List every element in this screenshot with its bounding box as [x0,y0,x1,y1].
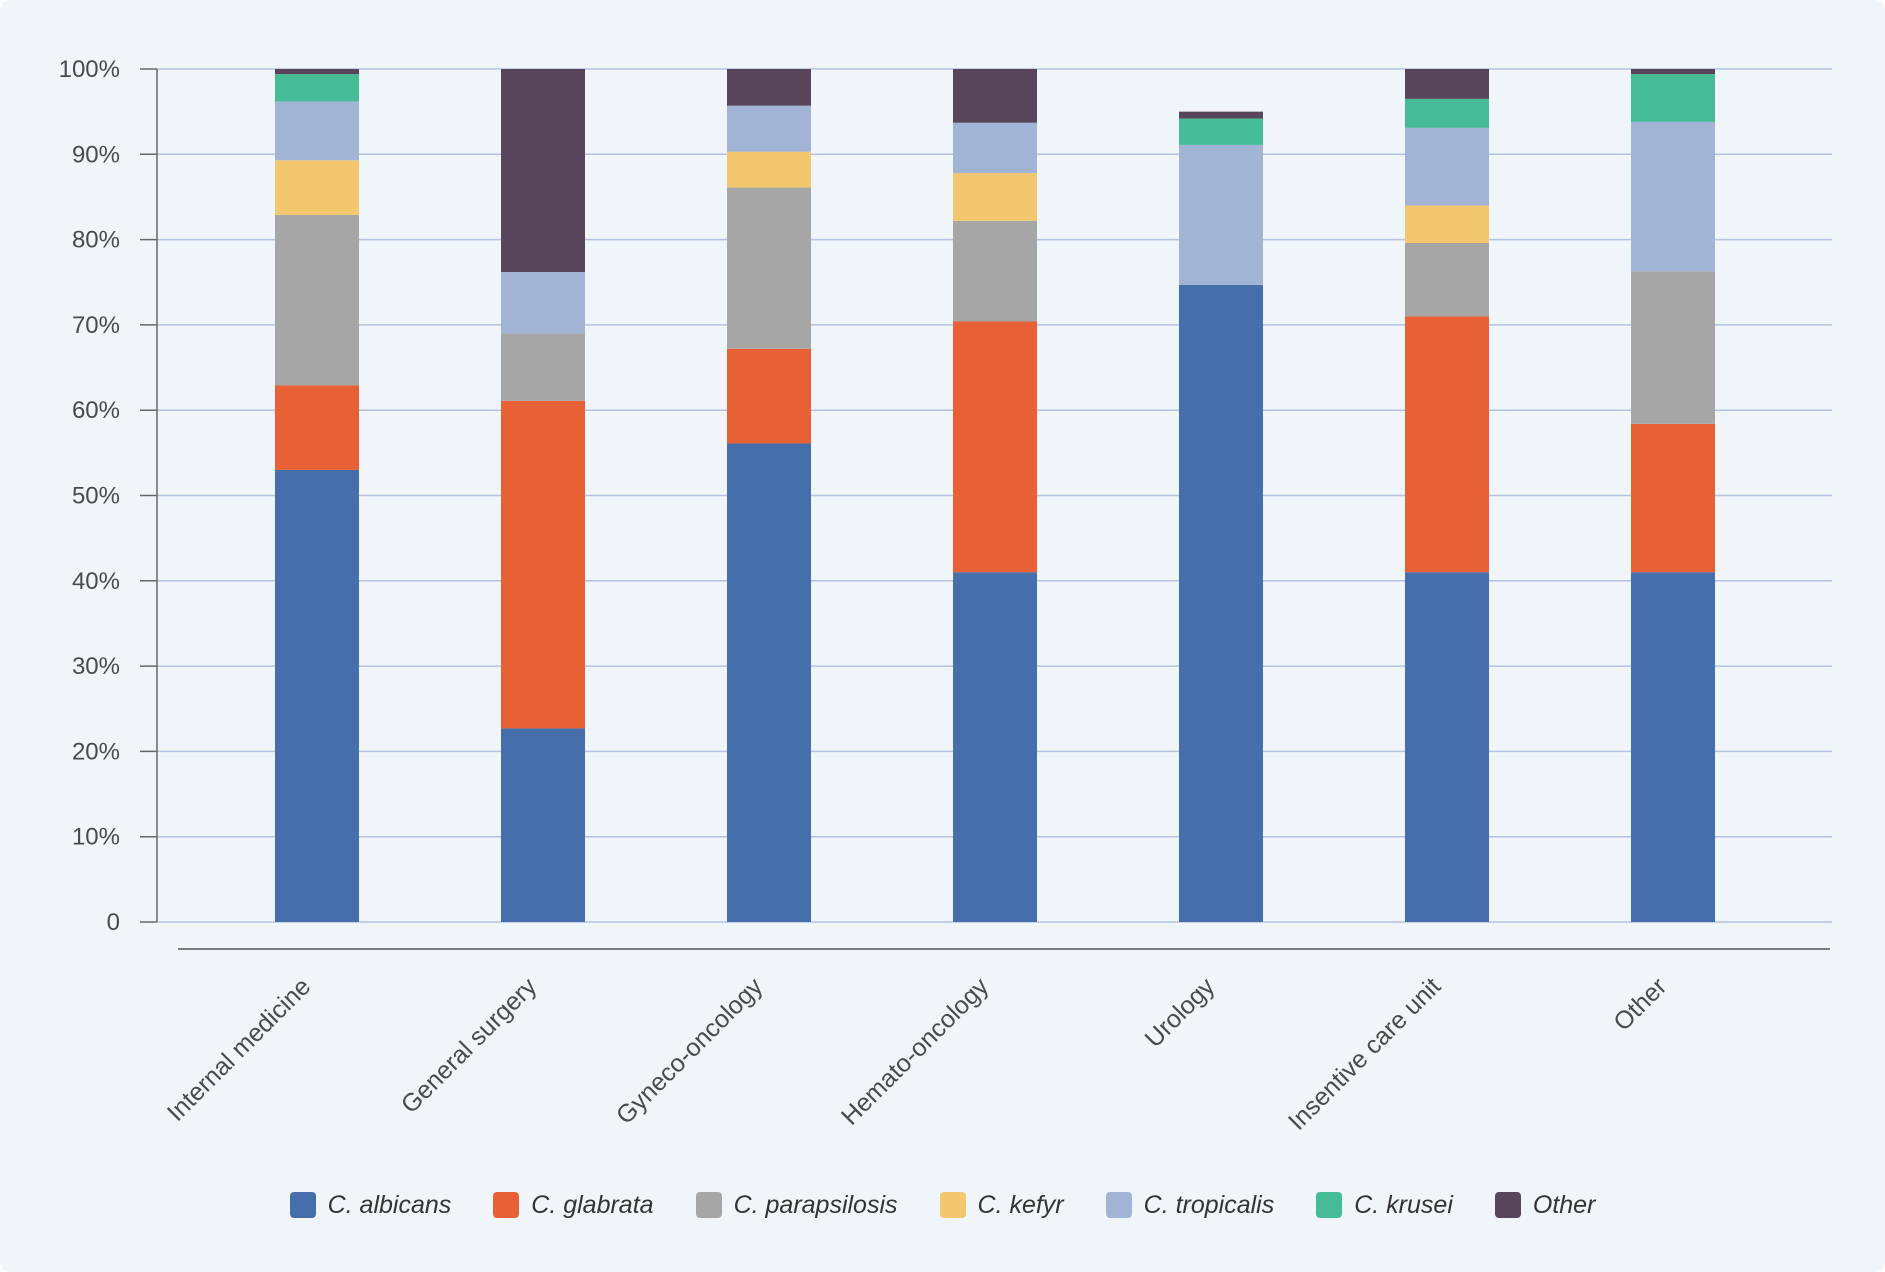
x-tick-label: Insentive care unit [1283,972,1446,1135]
y-tick-label: 40% [72,568,120,595]
bars [275,69,1715,923]
y-tick-label: 20% [72,738,120,765]
bar-segment [953,69,1037,123]
x-tick-label: Hemato-oncology [836,972,995,1131]
legend-label: Other [1532,1190,1596,1219]
bar-segment [501,400,585,729]
legend-label: C. parapsilosis [733,1190,898,1219]
bar-segment [501,728,585,922]
bar-segment [1405,127,1489,206]
x-tick-label: Gyneco-oncology [611,972,769,1130]
y-tick-label: 50% [72,483,120,510]
legend-label: C. glabrata [531,1190,654,1219]
y-tick-label: 60% [72,397,120,424]
bar-segment [1179,144,1263,285]
bar-segment [727,105,811,152]
x-tick-label: Internal medicine [162,972,316,1126]
bar-segment [953,122,1037,174]
x-tick-label: Urology [1140,972,1221,1053]
legend-label: C. krusei [1354,1190,1453,1219]
legend-swatch [1494,1192,1521,1218]
legend-item: C. krusei [1316,1191,1453,1220]
legend-item: C. albicans [289,1190,452,1220]
y-tick-label: 30% [72,653,120,680]
bar-segment [953,572,1037,922]
bar-segment [501,333,585,401]
y-tick-labels: 0 10% 20% 30% 40% 50% 60% 70% 80% 90% 100% [59,56,120,936]
bar-segment [1405,572,1489,922]
y-tick-label: 70% [72,312,120,339]
legend: C. albicans C. glabrata C. parapsilosis C. … [0,1180,1885,1230]
legend-label: C. albicans [327,1190,452,1219]
legend-item: C. tropicalis [1105,1190,1275,1220]
bar-segment [727,151,811,188]
bar-segment [727,69,811,106]
legend-item: C. glabrata [493,1190,654,1220]
bar-segment [953,321,1037,573]
bar-segment [727,187,811,349]
bar-segment [953,220,1037,322]
bar-segment [1631,572,1715,922]
y-tick-label: 90% [72,141,120,168]
y-tick-label: 80% [72,227,120,254]
legend-swatch [1105,1192,1132,1218]
bar-segment [1631,423,1715,573]
bar-segment [275,469,359,922]
legend-swatch [493,1192,520,1218]
legend-swatch [695,1192,722,1218]
bar-segment [501,272,585,334]
bar-segment [727,348,811,444]
legend-swatch [289,1192,316,1218]
legend-swatch [939,1192,966,1218]
bar-segment [275,101,359,161]
bar-segment [1179,111,1263,119]
bar-segment [1405,316,1489,573]
x-tick-label: General surgery [396,972,543,1119]
bar-segment [1179,118,1263,145]
bar-segment [1631,121,1715,272]
bar-segment [1405,98,1489,128]
x-tick-label: Other [1608,972,1672,1036]
axes [140,68,1830,950]
bar-segment [1631,271,1715,424]
legend-item: C. kefyr [939,1190,1064,1220]
bar-segment [275,74,359,102]
bar-segment [501,69,585,273]
y-tick-label: 0 [107,909,120,936]
legend-swatch [1316,1192,1343,1218]
bar-segment [275,160,359,215]
bar-segment [275,385,359,470]
bar-segment [1631,69,1715,75]
y-tick-label: 10% [72,824,120,851]
x-tick-labels: Internal medicine General surgery Gyneco-o… [162,972,1672,1136]
bar-segment [275,214,359,386]
bar-segment [1631,74,1715,122]
legend-label: C. tropicalis [1143,1190,1275,1219]
legend-item: Other [1494,1190,1596,1220]
y-tick-label: 100% [59,56,120,83]
legend-label: C. kefyr [977,1190,1064,1219]
bar-segment [1405,243,1489,317]
bar-segment [953,173,1037,221]
bar-segment [1179,284,1263,923]
legend-item: C. parapsilosis [695,1190,898,1220]
bar-segment [275,69,359,75]
bar-segment [1405,205,1489,244]
bar-segment [1405,69,1489,99]
bar-segment [727,443,811,922]
